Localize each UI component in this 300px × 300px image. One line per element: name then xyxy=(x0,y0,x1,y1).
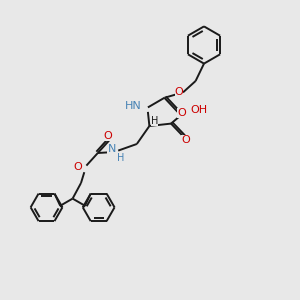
Text: O: O xyxy=(74,162,82,172)
Text: H: H xyxy=(151,116,158,126)
Text: O: O xyxy=(177,108,186,118)
Text: O: O xyxy=(175,87,184,97)
Text: O: O xyxy=(103,131,112,141)
Text: H: H xyxy=(117,153,124,164)
Text: HN: HN xyxy=(124,101,141,111)
Text: OH: OH xyxy=(190,105,207,116)
Text: O: O xyxy=(181,135,190,146)
Text: N: N xyxy=(107,144,116,154)
